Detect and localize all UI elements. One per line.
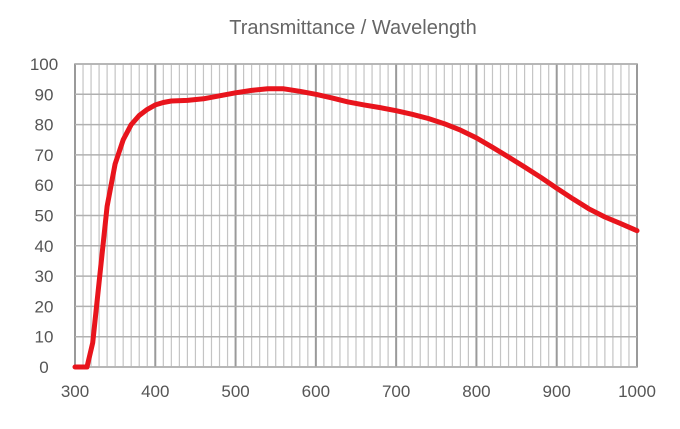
- y-tick-label: 80: [35, 116, 54, 135]
- x-tick-label: 300: [61, 382, 89, 401]
- x-tick-label: 400: [141, 382, 169, 401]
- x-tick-label: 1000: [618, 382, 656, 401]
- x-tick-label: 900: [543, 382, 571, 401]
- series-line-transmittance: [72, 86, 640, 370]
- y-tick-label: 70: [35, 146, 54, 165]
- x-tick-label: 500: [221, 382, 249, 401]
- y-axis-ticks: 0 10 20 30 40 50 60 70 80 90 100: [30, 55, 58, 377]
- chart-title: Transmittance / Wavelength: [229, 17, 477, 39]
- y-tick-label: 60: [35, 176, 54, 195]
- y-tick-label: 10: [35, 328, 54, 347]
- y-tick-label: 30: [35, 267, 54, 286]
- y-tick-label: 50: [35, 207, 54, 226]
- y-tick-label: 40: [35, 237, 54, 256]
- series-layer: [72, 86, 640, 370]
- y-tick-label: 20: [35, 297, 54, 316]
- y-tick-label: 0: [39, 358, 48, 377]
- y-tick-label: 90: [35, 85, 54, 104]
- x-axis-ticks: 300 400 500 600 700 800 900 1000: [61, 382, 656, 401]
- x-tick-label: 700: [382, 382, 410, 401]
- x-tick-label: 800: [462, 382, 490, 401]
- y-tick-label: 100: [30, 55, 58, 74]
- grid: [74, 63, 638, 368]
- x-tick-label: 600: [302, 382, 330, 401]
